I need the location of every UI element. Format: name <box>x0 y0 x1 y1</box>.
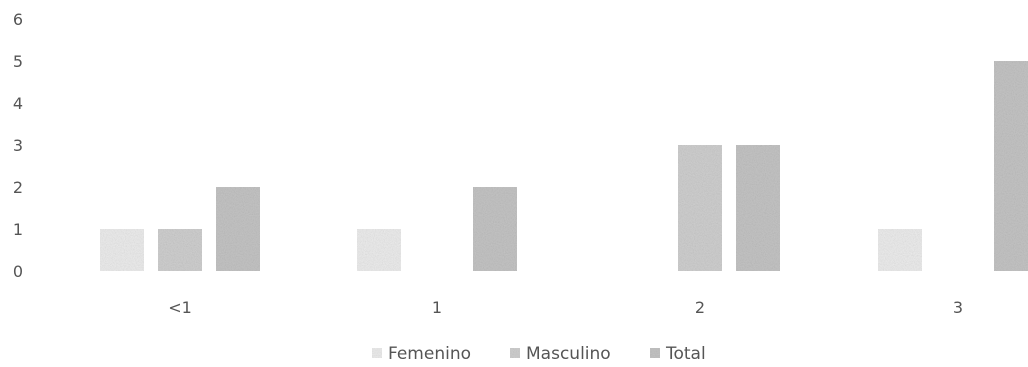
bar-femenino-3 <box>878 229 922 271</box>
bar-femenino-1 <box>357 229 401 271</box>
bar-total-0 <box>216 187 260 271</box>
y-tick-label: 4 <box>13 94 23 113</box>
legend-swatch-total <box>650 348 660 358</box>
x-tick-label: 2 <box>695 298 705 317</box>
y-tick-label: 1 <box>13 220 23 239</box>
legend: Femenino Masculino Total <box>372 344 706 364</box>
y-tick-label: 5 <box>13 52 23 71</box>
bar-masculino-0 <box>158 229 202 271</box>
legend-label-total: Total <box>665 344 706 364</box>
bar-total-3 <box>994 61 1028 271</box>
bars <box>100 61 1028 271</box>
legend-label-femenino: Femenino <box>388 344 471 364</box>
legend-swatch-femenino <box>372 348 382 358</box>
bar-total-1 <box>473 187 517 271</box>
x-axis: <1 1 2 3 <box>168 298 963 317</box>
y-tick-label: 2 <box>13 178 23 197</box>
legend-label-masculino: Masculino <box>526 344 611 364</box>
y-tick-label: 3 <box>13 136 23 155</box>
x-tick-label: <1 <box>168 298 192 317</box>
bar-total-2 <box>736 145 780 271</box>
bar-masculino-2 <box>678 145 722 271</box>
x-tick-label: 3 <box>953 298 963 317</box>
y-tick-label: 6 <box>13 10 23 29</box>
x-tick-label: 1 <box>432 298 442 317</box>
y-tick-label: 0 <box>13 262 23 281</box>
bar-femenino-0 <box>100 229 144 271</box>
y-axis: 0 1 2 3 4 5 6 <box>13 10 23 281</box>
legend-swatch-masculino <box>510 348 520 358</box>
